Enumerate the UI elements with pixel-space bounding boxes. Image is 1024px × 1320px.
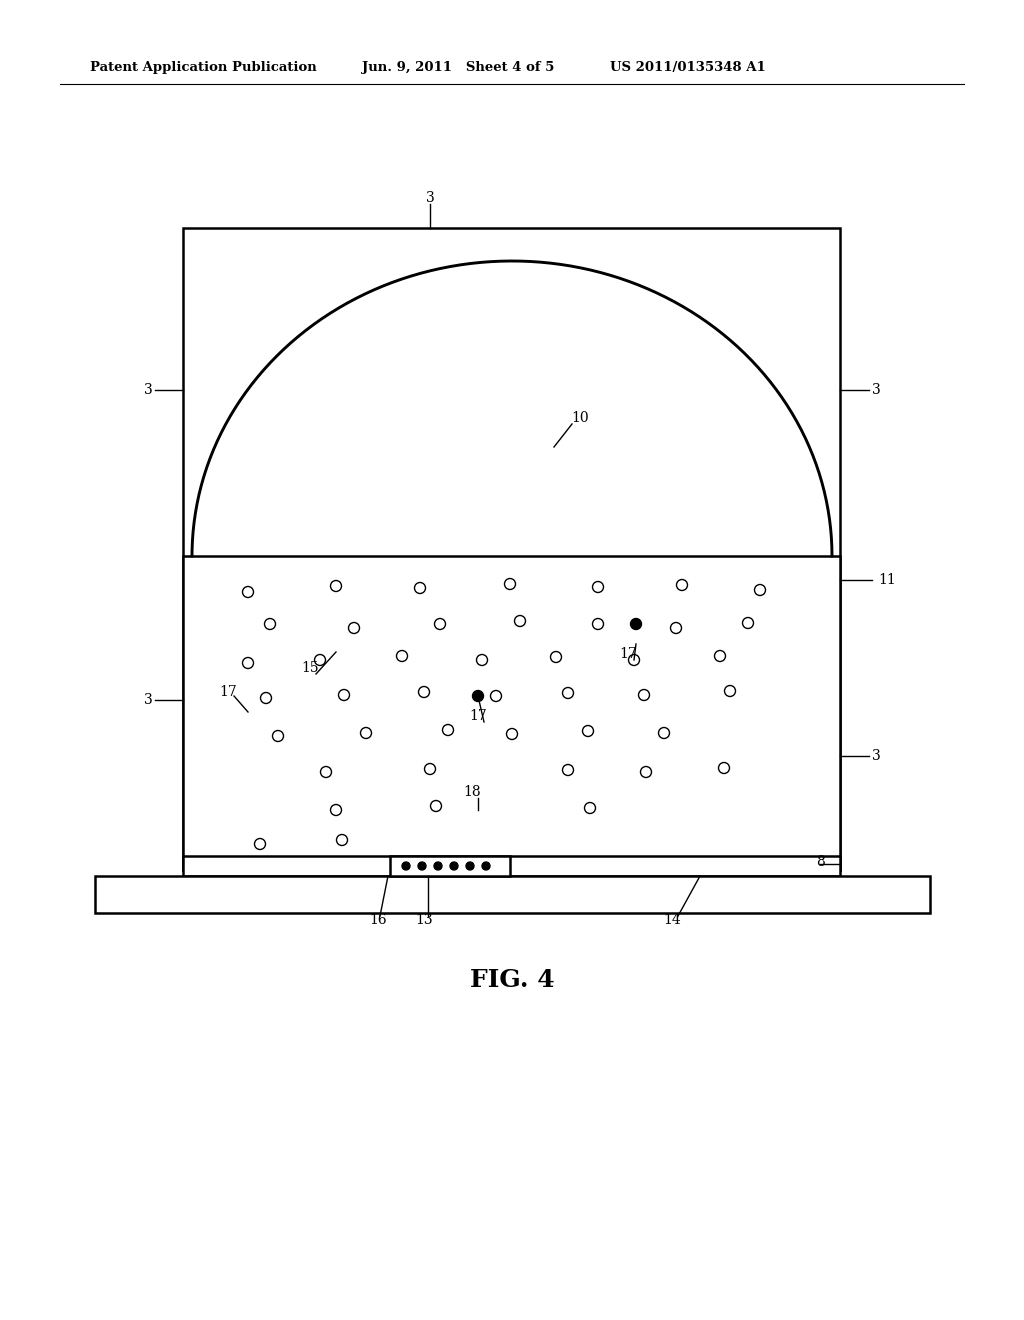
Text: 14: 14 bbox=[664, 913, 681, 927]
Text: 16: 16 bbox=[370, 913, 387, 927]
Circle shape bbox=[631, 619, 641, 630]
Text: 11: 11 bbox=[878, 573, 896, 587]
Circle shape bbox=[466, 862, 474, 870]
Text: 18: 18 bbox=[463, 785, 481, 799]
Circle shape bbox=[402, 862, 410, 870]
Text: 17: 17 bbox=[219, 685, 237, 700]
Bar bbox=[183, 556, 840, 870]
Circle shape bbox=[472, 690, 483, 701]
Bar bbox=[390, 855, 510, 876]
Text: FIG. 4: FIG. 4 bbox=[470, 968, 554, 993]
Text: 17: 17 bbox=[469, 709, 486, 723]
Bar bbox=[95, 876, 930, 913]
Circle shape bbox=[418, 862, 426, 870]
Bar bbox=[183, 228, 840, 870]
Text: US 2011/0135348 A1: US 2011/0135348 A1 bbox=[610, 62, 766, 74]
Text: 3: 3 bbox=[871, 748, 881, 763]
Bar bbox=[183, 855, 840, 876]
Text: 17: 17 bbox=[620, 647, 637, 661]
Text: 3: 3 bbox=[143, 693, 153, 708]
Text: Patent Application Publication: Patent Application Publication bbox=[90, 62, 316, 74]
Text: 3: 3 bbox=[871, 383, 881, 397]
Circle shape bbox=[434, 862, 442, 870]
Text: 13: 13 bbox=[415, 913, 433, 927]
Text: 10: 10 bbox=[571, 411, 589, 425]
Text: 3: 3 bbox=[143, 383, 153, 397]
Circle shape bbox=[450, 862, 458, 870]
Text: Jun. 9, 2011   Sheet 4 of 5: Jun. 9, 2011 Sheet 4 of 5 bbox=[362, 62, 554, 74]
Text: 8: 8 bbox=[816, 855, 824, 869]
Text: 15: 15 bbox=[301, 661, 318, 675]
Circle shape bbox=[482, 862, 490, 870]
Text: 3: 3 bbox=[426, 191, 434, 205]
